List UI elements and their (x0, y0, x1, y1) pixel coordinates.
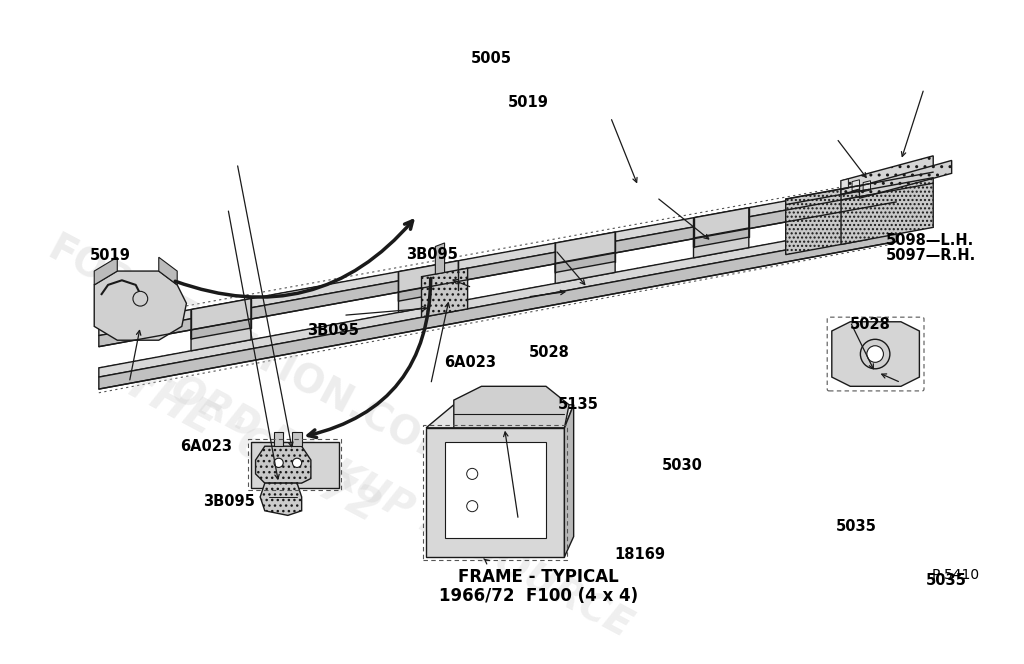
Polygon shape (852, 180, 859, 191)
Text: 1966/72  F100 (4 x 4): 1966/72 F100 (4 x 4) (439, 586, 638, 605)
Polygon shape (863, 181, 870, 192)
Text: 3B095: 3B095 (204, 495, 255, 509)
Text: P-5410: P-5410 (931, 568, 979, 582)
Text: FORD PICKUP RESOURCE: FORD PICKUP RESOURCE (140, 357, 638, 646)
Polygon shape (159, 257, 177, 285)
Polygon shape (256, 446, 311, 483)
Text: THE '67-'72: THE '67-'72 (116, 361, 386, 532)
Polygon shape (398, 281, 459, 301)
Polygon shape (435, 243, 444, 274)
FancyArrowPatch shape (228, 211, 280, 479)
FancyArrowPatch shape (658, 199, 709, 239)
Text: 5030: 5030 (662, 457, 702, 473)
Polygon shape (191, 299, 251, 351)
Text: 5005: 5005 (471, 50, 512, 66)
FancyArrowPatch shape (346, 307, 427, 315)
Polygon shape (94, 271, 186, 340)
FancyArrowPatch shape (238, 166, 293, 447)
Polygon shape (555, 252, 615, 272)
FancyArrowPatch shape (308, 278, 431, 438)
Polygon shape (99, 181, 896, 335)
Polygon shape (99, 220, 896, 377)
FancyArrowPatch shape (431, 303, 450, 382)
Polygon shape (191, 319, 251, 339)
Text: 5028: 5028 (850, 317, 891, 332)
Polygon shape (260, 483, 302, 515)
Text: 5028: 5028 (529, 345, 570, 359)
Polygon shape (841, 172, 933, 244)
Text: 5098—L.H.: 5098—L.H. (886, 233, 974, 248)
Text: 6A023: 6A023 (180, 440, 231, 454)
FancyArrowPatch shape (530, 290, 565, 297)
Polygon shape (398, 261, 459, 313)
Polygon shape (454, 386, 569, 428)
Bar (423, 425, 567, 560)
Polygon shape (426, 405, 573, 428)
Circle shape (133, 291, 147, 306)
FancyArrowPatch shape (901, 91, 924, 157)
Text: FRAME - TYPICAL: FRAME - TYPICAL (459, 568, 618, 586)
Polygon shape (99, 230, 896, 389)
Text: 5135: 5135 (557, 396, 598, 412)
FancyArrowPatch shape (130, 331, 141, 380)
Polygon shape (693, 228, 749, 247)
Text: 5097—R.H.: 5097—R.H. (886, 248, 976, 264)
FancyArrowPatch shape (504, 432, 518, 517)
Polygon shape (94, 257, 118, 285)
FancyArrowPatch shape (611, 120, 637, 183)
FancyArrowPatch shape (453, 280, 470, 287)
Polygon shape (422, 268, 468, 317)
Bar (248, 439, 341, 491)
Polygon shape (564, 405, 573, 557)
FancyArrowPatch shape (484, 559, 489, 564)
Polygon shape (251, 442, 339, 488)
Polygon shape (293, 432, 302, 446)
Circle shape (293, 458, 302, 467)
Text: 6A023: 6A023 (444, 355, 497, 370)
FancyArrowPatch shape (852, 324, 873, 369)
Polygon shape (841, 179, 849, 190)
FancyArrowPatch shape (882, 374, 898, 382)
Polygon shape (444, 442, 546, 539)
Polygon shape (99, 190, 896, 347)
Polygon shape (785, 184, 868, 255)
Text: 5035: 5035 (836, 519, 877, 534)
Polygon shape (841, 156, 933, 195)
Circle shape (467, 501, 478, 512)
Polygon shape (274, 432, 284, 446)
Text: 3B095: 3B095 (307, 323, 359, 338)
FancyArrowPatch shape (557, 252, 585, 284)
Circle shape (467, 468, 478, 479)
Text: 3B095: 3B095 (407, 246, 459, 262)
Circle shape (867, 346, 884, 363)
Polygon shape (426, 428, 564, 557)
Text: FORDIFICATION.COM: FORDIFICATION.COM (41, 230, 461, 477)
Circle shape (860, 339, 890, 369)
FancyArrowPatch shape (838, 141, 866, 177)
Polygon shape (859, 161, 951, 199)
Text: 5035: 5035 (926, 573, 967, 588)
Polygon shape (555, 232, 615, 284)
Circle shape (274, 458, 284, 467)
Polygon shape (693, 208, 749, 258)
FancyArrowPatch shape (175, 221, 413, 297)
Text: 5019: 5019 (508, 96, 548, 110)
Text: 5019: 5019 (90, 248, 131, 264)
Polygon shape (831, 322, 920, 386)
Text: 18169: 18169 (614, 546, 666, 562)
